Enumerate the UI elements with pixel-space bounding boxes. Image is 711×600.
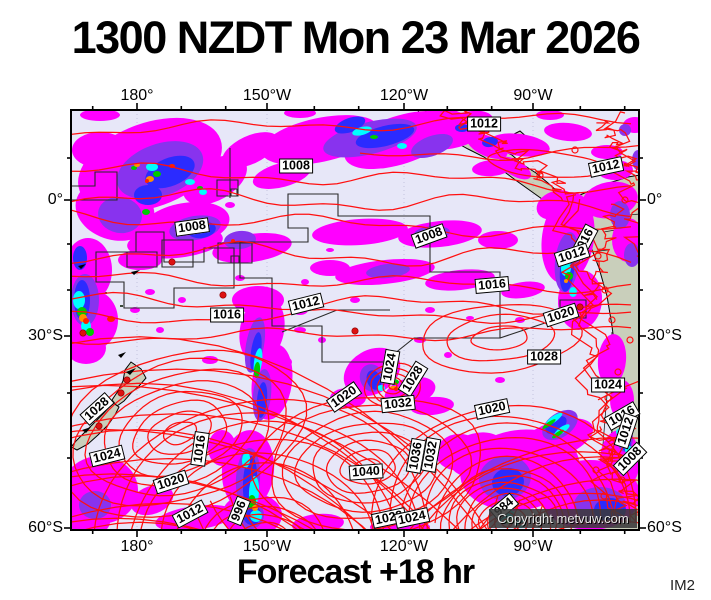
wind-arrow-icon <box>82 427 91 433</box>
axis-label-right: 30°S <box>647 327 682 344</box>
city-dot <box>95 422 103 430</box>
city-dot <box>351 327 359 335</box>
marker-layer <box>78 258 584 433</box>
wind-arrow-icon <box>131 270 140 275</box>
image-code-label: IM2 <box>670 577 696 594</box>
boundary-layer <box>71 148 587 363</box>
axis-label-bottom: 180° <box>120 538 154 555</box>
city-dot <box>168 258 176 266</box>
axis-label-bottom: 120°W <box>379 538 429 555</box>
page-title: 1300 NZDT Mon 23 Mar 2026 <box>71 12 641 63</box>
city-dot <box>123 376 131 384</box>
axis-label-right: 0° <box>647 191 663 208</box>
axis-label-top: 150°W <box>242 87 292 104</box>
isobar-label: 1016 <box>474 276 510 294</box>
axis-label-bottom: 90°W <box>513 538 553 555</box>
isobar-label: 1016 <box>210 307 244 323</box>
city-dot <box>117 389 125 397</box>
wind-arrow-icon <box>126 368 136 375</box>
axis-label-top: 180° <box>120 87 154 104</box>
wind-arrow-icon <box>118 352 126 358</box>
map-frame <box>64 103 646 537</box>
isobar-label: 1040 <box>348 463 384 481</box>
isobar-label: 1008 <box>279 158 313 174</box>
axis-label-left: 60°S <box>28 519 63 536</box>
wind-arrow-icon <box>78 264 86 269</box>
copyright-badge: Copyright metvuw.com <box>489 509 637 528</box>
axis-label-top: 90°W <box>513 87 553 104</box>
isobar-label: 1028 <box>527 349 561 365</box>
axis-label-left: 30°S <box>28 327 63 344</box>
forecast-label: Forecast +18 hr <box>236 553 475 591</box>
city-dot <box>576 303 584 311</box>
isobar-label: 1024 <box>591 377 625 393</box>
axis-label-right: 60°S <box>647 519 682 536</box>
contour-layer <box>71 110 639 530</box>
axis-label-left: 0° <box>47 191 63 208</box>
isobar-label: 1012 <box>467 116 501 132</box>
axis-label-bottom: 150°W <box>242 538 292 555</box>
axis-label-top: 120°W <box>379 87 429 104</box>
city-dot <box>219 291 227 299</box>
city-dot <box>79 329 87 337</box>
